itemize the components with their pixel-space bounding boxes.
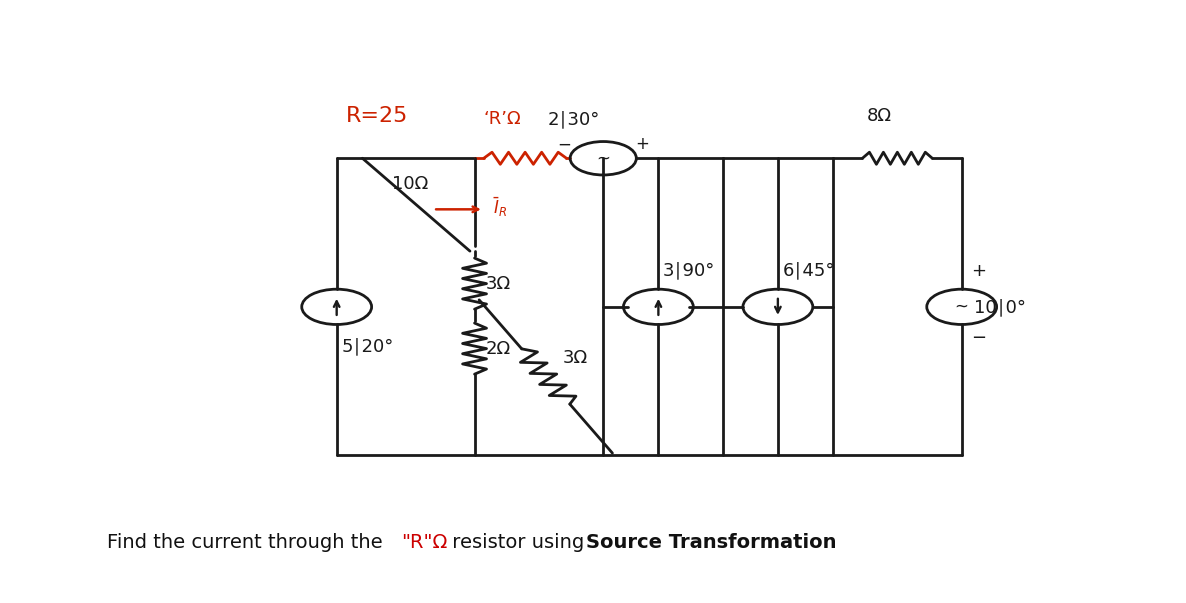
Text: 2∣30°: 2∣30°	[548, 110, 600, 128]
Text: ‘R’Ω: ‘R’Ω	[484, 110, 522, 128]
Text: $\bar{I}_R$: $\bar{I}_R$	[493, 195, 506, 219]
Text: ~: ~	[955, 298, 969, 316]
Text: +: +	[971, 262, 986, 280]
Text: +: +	[635, 135, 649, 153]
Text: 10Ω: 10Ω	[391, 175, 428, 193]
Text: 3∣90°: 3∣90°	[663, 262, 715, 280]
Text: .: .	[782, 533, 788, 552]
Text: R=25: R=25	[346, 107, 408, 127]
Text: 10∣0°: 10∣0°	[974, 298, 1026, 316]
Text: 8Ω: 8Ω	[867, 107, 892, 125]
Text: 6∣45°: 6∣45°	[783, 262, 835, 280]
Text: Find the current through the: Find the current through the	[107, 533, 389, 552]
Text: −: −	[557, 135, 572, 153]
Text: 2Ω: 2Ω	[485, 339, 511, 358]
Text: 3Ω: 3Ω	[562, 349, 587, 367]
Text: 3Ω: 3Ω	[485, 274, 511, 292]
Text: −: −	[971, 329, 986, 347]
Text: 5∣20°: 5∣20°	[342, 337, 394, 355]
Text: "R"Ω: "R"Ω	[401, 533, 447, 552]
Text: ~: ~	[597, 150, 611, 167]
Text: Source Transformation: Source Transformation	[586, 533, 836, 552]
Text: resistor using: resistor using	[446, 533, 591, 552]
